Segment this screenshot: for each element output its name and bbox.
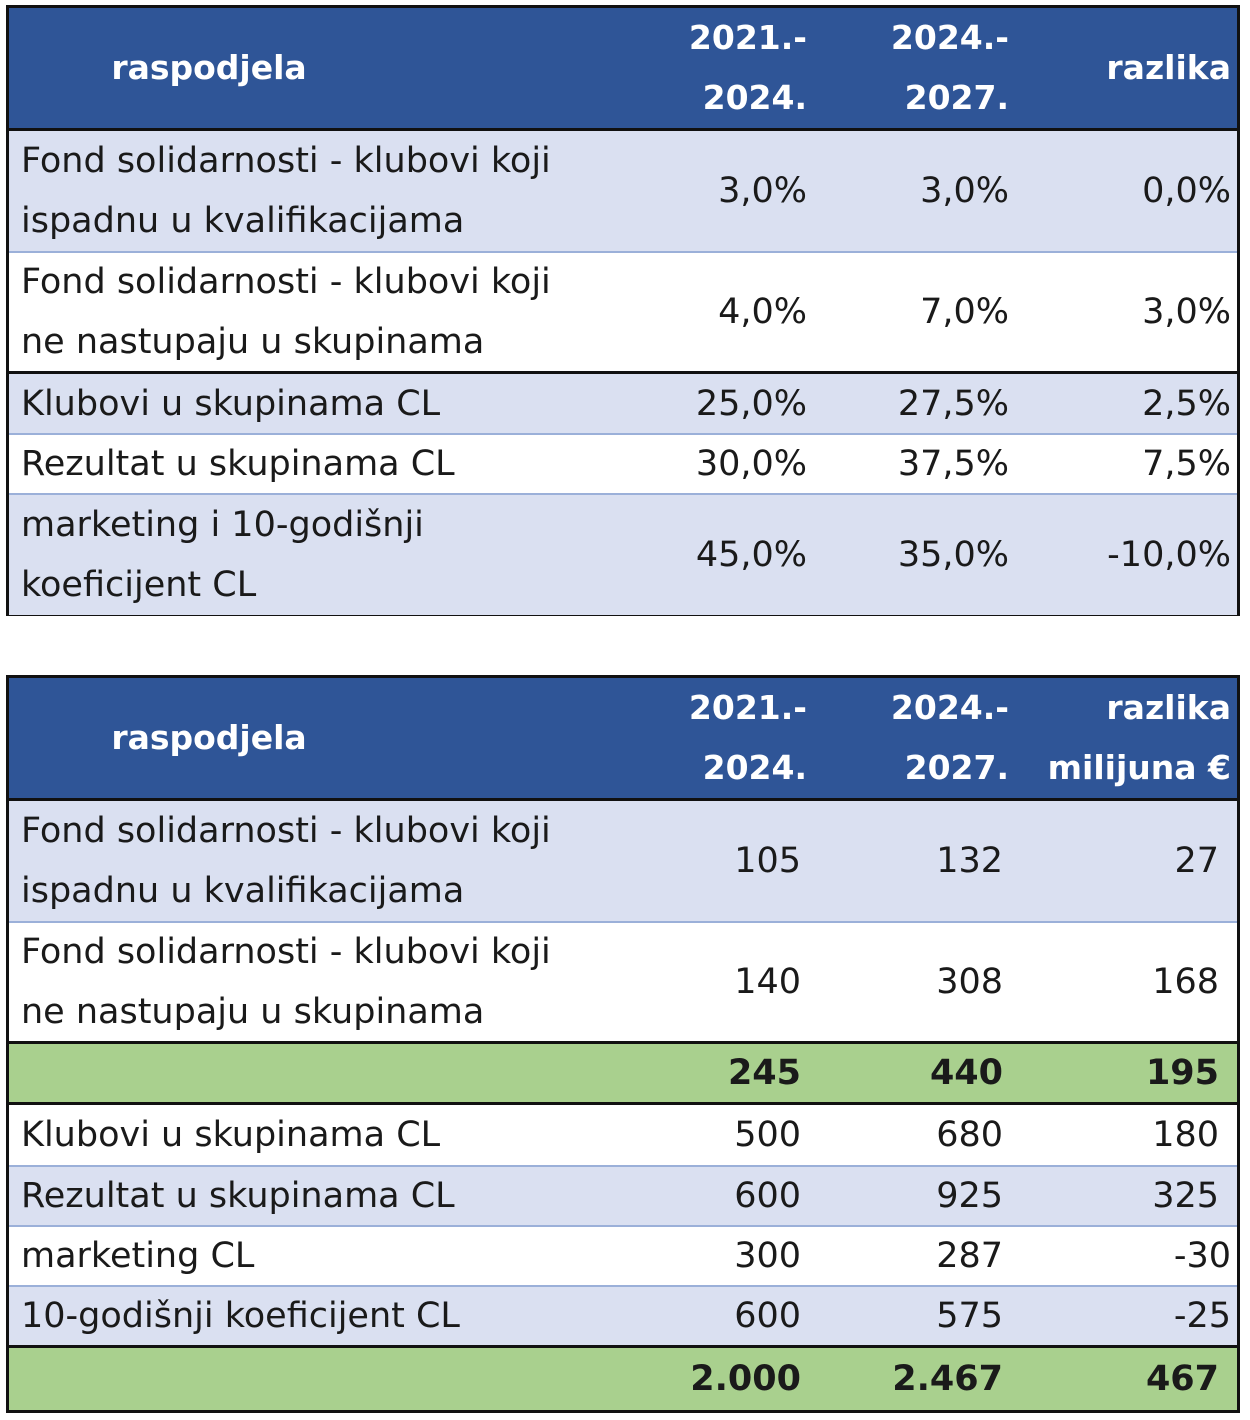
cell-razlika: -30 [1173,1236,1231,1276]
row-label: Klubovi u skupinama CL [21,383,441,424]
cell-2021-2024: 245 [727,1053,801,1093]
cell-razlika: 195 [1145,1053,1219,1093]
table-row: Fond solidarnosti - klubovi koji ispadnu… [9,131,1237,251]
amount-distribution-table: raspodjela 2021.- 2024. 2024.- 2027. raz… [6,675,1240,1413]
table-row: 10-godišnji koeficijent CL 600 575 -25 [9,1285,1237,1345]
cell-2024-2027: 287 [936,1236,1003,1276]
cell-2021-2024: 3,0% [718,171,807,211]
cell-2024-2027: 27,5% [897,383,1009,424]
row-label: Fond solidarnosti - klubovi koji ispadnu… [21,811,551,911]
row-label: 10-godišnji koeficijent CL [21,1296,460,1336]
cell-razlika: -25 [1173,1296,1231,1336]
cell-razlika: 0,0% [1142,171,1231,211]
header-raspodjela: raspodjela [111,48,307,87]
cell-2024-2027: 925 [936,1176,1003,1216]
cell-2021-2024: 105 [734,841,801,881]
table-row: Fond solidarnosti - klubovi koji ne nast… [9,251,1237,371]
table-row: Fond solidarnosti - klubovi koji ispadnu… [9,801,1237,921]
table-row: Klubovi u skupinama CL 25,0% 27,5% 2,5% [9,371,1237,433]
header-raspodjela: raspodjela [111,718,307,757]
cell-razlika: 2,5% [1142,383,1231,424]
header-period-2024-2027: 2024.- 2027. [890,18,1009,117]
cell-2024-2027: 440 [929,1053,1003,1093]
header-razlika: razlika [1106,48,1231,87]
row-label: Fond solidarnosti - klubovi koji ne nast… [21,932,551,1032]
table-header: raspodjela 2021.- 2024. 2024.- 2027. raz… [9,678,1237,801]
table-header: raspodjela 2021.- 2024. 2024.- 2027. raz… [9,8,1237,131]
header-period-2024-2027: 2024.- 2027. [890,688,1009,787]
cell-2021-2024: 600 [734,1296,801,1336]
cell-2024-2027: 132 [936,841,1003,881]
cell-2024-2027: 7,0% [920,292,1009,332]
cell-2021-2024: 600 [734,1176,801,1216]
cell-2024-2027: 3,0% [920,171,1009,211]
cell-razlika: 180 [1152,1115,1219,1155]
header-period-2021-2024: 2021.- 2024. [688,688,807,787]
cell-2024-2027: 308 [936,962,1003,1002]
header-period-2021-2024: 2021.- 2024. [688,18,807,117]
percentage-distribution-table: raspodjela 2021.- 2024. 2024.- 2027. raz… [6,5,1240,616]
cell-2024-2027: 680 [936,1115,1003,1155]
header-razlika-milijuna: razlika milijuna € [1047,688,1231,787]
row-label: Rezultat u skupinama CL [21,444,455,484]
cell-razlika: 467 [1145,1359,1219,1399]
total-row: 2.000 2.467 467 [9,1345,1237,1410]
cell-2024-2027: 2.467 [892,1359,1003,1399]
row-label: marketing i 10-godišnji koeficijent CL [21,505,424,605]
cell-razlika: 168 [1152,962,1219,1002]
table-row: Rezultat u skupinama CL 600 925 325 [9,1165,1237,1225]
cell-2024-2027: 575 [936,1296,1003,1336]
subtotal-row: 245 440 195 [9,1041,1237,1105]
table-row: marketing i 10-godišnji koeficijent CL 4… [9,493,1237,615]
row-label: marketing CL [21,1236,255,1276]
table-row: Fond solidarnosti - klubovi koji ne nast… [9,921,1237,1041]
row-label: Rezultat u skupinama CL [21,1176,455,1216]
cell-2021-2024: 140 [734,962,801,1002]
row-label: Fond solidarnosti - klubovi koji ne nast… [21,262,551,362]
cell-razlika: -10,0% [1107,535,1231,575]
cell-razlika: 7,5% [1142,444,1231,484]
cell-2021-2024: 2.000 [690,1359,801,1399]
cell-2021-2024: 300 [734,1236,801,1276]
row-label: Fond solidarnosti - klubovi koji ispadnu… [21,141,551,241]
row-label: Klubovi u skupinama CL [21,1115,441,1155]
cell-2021-2024: 30,0% [695,444,807,484]
cell-2021-2024: 4,0% [718,292,807,332]
cell-2021-2024: 25,0% [695,383,807,424]
table-row: marketing CL 300 287 -30 [9,1225,1237,1285]
cell-2024-2027: 37,5% [897,444,1009,484]
cell-2024-2027: 35,0% [897,535,1009,575]
cell-razlika: 3,0% [1142,292,1231,332]
table-row: Klubovi u skupinama CL 500 680 180 [9,1105,1237,1165]
table-row: Rezultat u skupinama CL 30,0% 37,5% 7,5% [9,433,1237,493]
cell-razlika: 27 [1174,841,1219,881]
cell-2021-2024: 500 [734,1115,801,1155]
cell-razlika: 325 [1152,1176,1219,1216]
cell-2021-2024: 45,0% [695,535,807,575]
